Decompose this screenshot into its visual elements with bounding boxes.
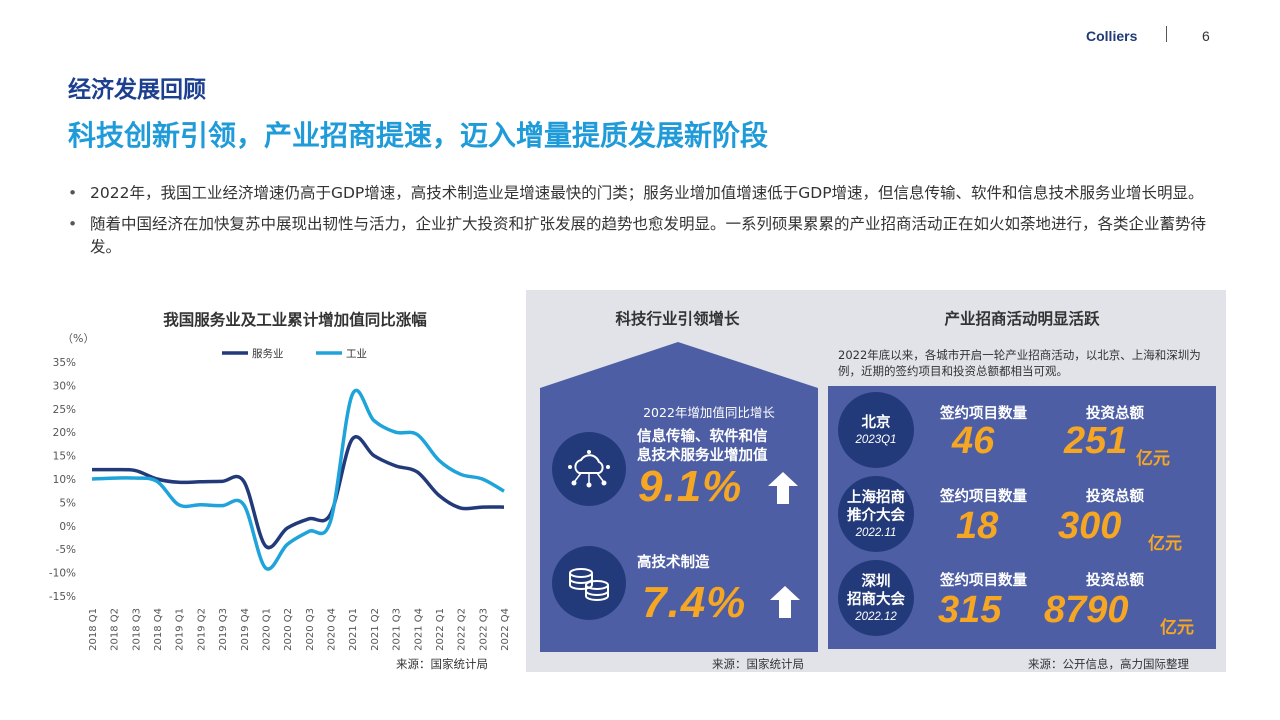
invest-value: 251: [1064, 420, 1128, 462]
city-badge-shenzhen: 深圳 招商大会 2022.12: [838, 560, 914, 636]
tech-panel-title: 科技行业引领增长: [615, 310, 740, 328]
header-divider: [1166, 26, 1167, 42]
bullet-dot-icon: •: [68, 215, 78, 233]
x-tick-label: 2021 Q3: [392, 608, 403, 651]
chart-series: [91, 388, 505, 571]
x-tick-label: 2018 Q1: [88, 608, 99, 651]
section-title: 经济发展回顾: [68, 77, 206, 103]
bullet-text: 随着中国经济在加快复苏中展现出韧性与活力，企业扩大投资和扩张发展的趋势也愈发明显…: [90, 215, 1207, 256]
city-name: 推介大会: [847, 508, 905, 524]
y-tick-label: 30%: [53, 380, 76, 392]
chart-legend: 服务业 工业: [222, 347, 367, 360]
projects-value: 315: [938, 589, 1002, 631]
projects-value: 46: [952, 420, 995, 462]
projects-value: 18: [956, 505, 999, 547]
kpi-label: 信息传输、软件和信 息技术服务业增加值: [637, 428, 768, 466]
invest-description: 2022年底以来，各城市开启一轮产业招商活动，以北京、上海和深圳为例，近期的签约…: [838, 348, 1201, 378]
x-tick-label: 2022 Q2: [457, 608, 468, 651]
coin-stack-icon: [552, 546, 626, 620]
x-tick-label: 2021 Q1: [348, 608, 359, 651]
line-chart: （%） 35% 30% 25% 20% 15% 10% 5% 0% -5% -10% -15% 20…: [49, 332, 511, 651]
x-tick-label: 2022 Q1: [435, 608, 446, 651]
x-tick-label: 2020 Q3: [305, 608, 316, 651]
kpi-value: 7.4%: [642, 578, 747, 627]
invest-label: 投资总额: [1086, 406, 1144, 422]
city-date: 2022.11: [855, 527, 897, 539]
page-title: 科技创新引领，产业招商提速，迈入增量提质发展新阶段: [68, 119, 769, 152]
invest-value: 8790: [1044, 589, 1129, 631]
x-tick-label: 2018 Q3: [131, 608, 142, 651]
page-number: 6: [1202, 28, 1210, 44]
x-tick-label: 2019 Q4: [240, 608, 251, 651]
bullet-dot-icon: •: [68, 184, 78, 202]
y-tick-label: 25%: [53, 404, 76, 416]
x-tick-label: 2019 Q2: [196, 608, 207, 651]
x-tick-label: 2020 Q1: [261, 608, 272, 651]
y-tick-label: 0%: [59, 521, 76, 533]
series-line: [91, 435, 505, 550]
kpi-label-line: 息技术服务业增加值: [637, 448, 768, 464]
y-tick-label: -5%: [56, 544, 76, 556]
series-line: [91, 388, 505, 571]
x-tick-label: 2018 Q2: [110, 608, 121, 651]
y-tick-label: 10%: [53, 474, 76, 486]
y-tick-label: 20%: [53, 427, 76, 439]
up-arrow-icon: [770, 586, 800, 618]
legend-label: 工业: [346, 348, 367, 360]
chart-title: 我国服务业及工业累计增加值同比涨幅: [163, 311, 427, 329]
city-name: 北京: [861, 415, 891, 431]
tech-source: 来源：国家统计局: [712, 657, 804, 671]
invest-value: 300: [1058, 505, 1122, 547]
y-tick-label: 15%: [53, 451, 76, 463]
x-tick-label: 2020 Q2: [283, 608, 294, 651]
cloud-network-icon: [552, 432, 626, 506]
bullet-item: • 随着中国经济在加快复苏中展现出韧性与活力，企业扩大投资和扩张发展的趋势也愈发明…: [64, 213, 1224, 259]
up-arrow-icon: [768, 472, 798, 504]
x-tick-label: 2020 Q4: [327, 608, 338, 651]
legend-label: 服务业: [252, 347, 284, 360]
city-date: 2022.12: [855, 611, 897, 623]
invest-label: 投资总额: [1086, 573, 1144, 589]
invest-unit: 亿元: [1136, 449, 1170, 469]
projects-label: 签约项目数量: [940, 573, 1027, 589]
x-tick-label: 2021 Q2: [370, 608, 381, 651]
y-tick-label: 35%: [53, 357, 76, 369]
projects-label: 签约项目数量: [940, 489, 1027, 505]
x-tick-label: 2018 Q4: [153, 608, 164, 651]
city-badge-beijing: 北京 2023Q1: [838, 392, 914, 468]
x-axis: 2018 Q1 2018 Q2 2018 Q3 2018 Q4 2019 Q1 2019 …: [88, 608, 511, 651]
city-name: 上海招商: [847, 490, 905, 506]
x-tick-label: 2022 Q4: [500, 608, 511, 651]
kpi-value: 9.1%: [638, 462, 743, 511]
invest-label: 投资总额: [1086, 489, 1144, 505]
city-name: 招商大会: [847, 592, 905, 608]
invest-unit: 亿元: [1160, 618, 1194, 638]
x-tick-label: 2019 Q3: [218, 608, 229, 651]
projects-label: 签约项目数量: [940, 406, 1027, 422]
bullet-text: 2022年，我国工业经济增速仍高于GDP增速，高技术制造业是增速最快的门类；服务…: [90, 184, 1204, 202]
city-badge-shanghai: 上海招商 推介大会 2022.11: [838, 476, 914, 552]
x-tick-label: 2021 Q4: [413, 608, 424, 651]
y-axis: 35% 30% 25% 20% 15% 10% 5% 0% -5% -10% -15%: [49, 357, 76, 603]
kpi-label: 高技术制造: [637, 555, 710, 571]
invest-unit: 亿元: [1148, 534, 1182, 554]
brand-logo: Colliers: [1086, 28, 1138, 44]
invest-panel-title: 产业招商活动明显活跃: [944, 310, 1100, 328]
bullet-list: • 2022年，我国工业经济增速仍高于GDP增速，高技术制造业是增速最快的门类；服…: [64, 182, 1224, 267]
tech-subtitle: 2022年增加值同比增长: [643, 405, 775, 420]
city-name: 深圳: [861, 574, 891, 590]
x-tick-label: 2022 Q3: [478, 608, 489, 651]
y-tick-label: 5%: [59, 497, 76, 509]
y-unit-label: （%）: [62, 332, 94, 345]
y-tick-label: -15%: [49, 591, 76, 603]
kpi-label-line: 信息传输、软件和信: [637, 429, 768, 445]
bullet-item: • 2022年，我国工业经济增速仍高于GDP增速，高技术制造业是增速最快的门类；服…: [64, 182, 1224, 205]
chart-source: 来源：国家统计局: [396, 657, 488, 671]
y-tick-label: -10%: [49, 568, 76, 580]
x-tick-label: 2019 Q1: [175, 608, 186, 651]
city-date: 2023Q1: [855, 434, 897, 446]
invest-source: 来源：公开信息，高力国际整理: [1028, 657, 1189, 671]
